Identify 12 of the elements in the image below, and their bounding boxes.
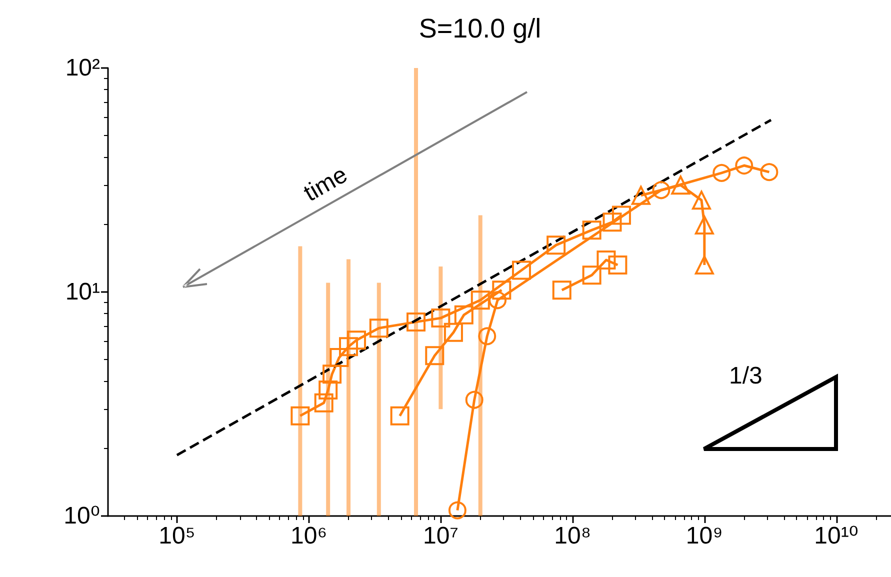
x-tick-label: 10⁹ bbox=[686, 522, 723, 550]
x-tick-label: 10⁵ bbox=[158, 522, 196, 550]
x-tick-label: 10¹⁰ bbox=[814, 522, 858, 550]
y-tick-label: 10¹ bbox=[65, 278, 100, 306]
annotation: time bbox=[299, 161, 352, 208]
annotation: 1/3 bbox=[729, 362, 762, 390]
y-tick-label: 10² bbox=[65, 54, 100, 82]
x-tick-label: 10⁶ bbox=[290, 522, 328, 550]
x-tick-label: 10⁸ bbox=[554, 522, 591, 550]
chart-title: S=10.0 g/l bbox=[418, 14, 542, 44]
y-tick-label: 10⁰ bbox=[64, 502, 100, 530]
x-tick-label: 10⁷ bbox=[422, 522, 458, 550]
